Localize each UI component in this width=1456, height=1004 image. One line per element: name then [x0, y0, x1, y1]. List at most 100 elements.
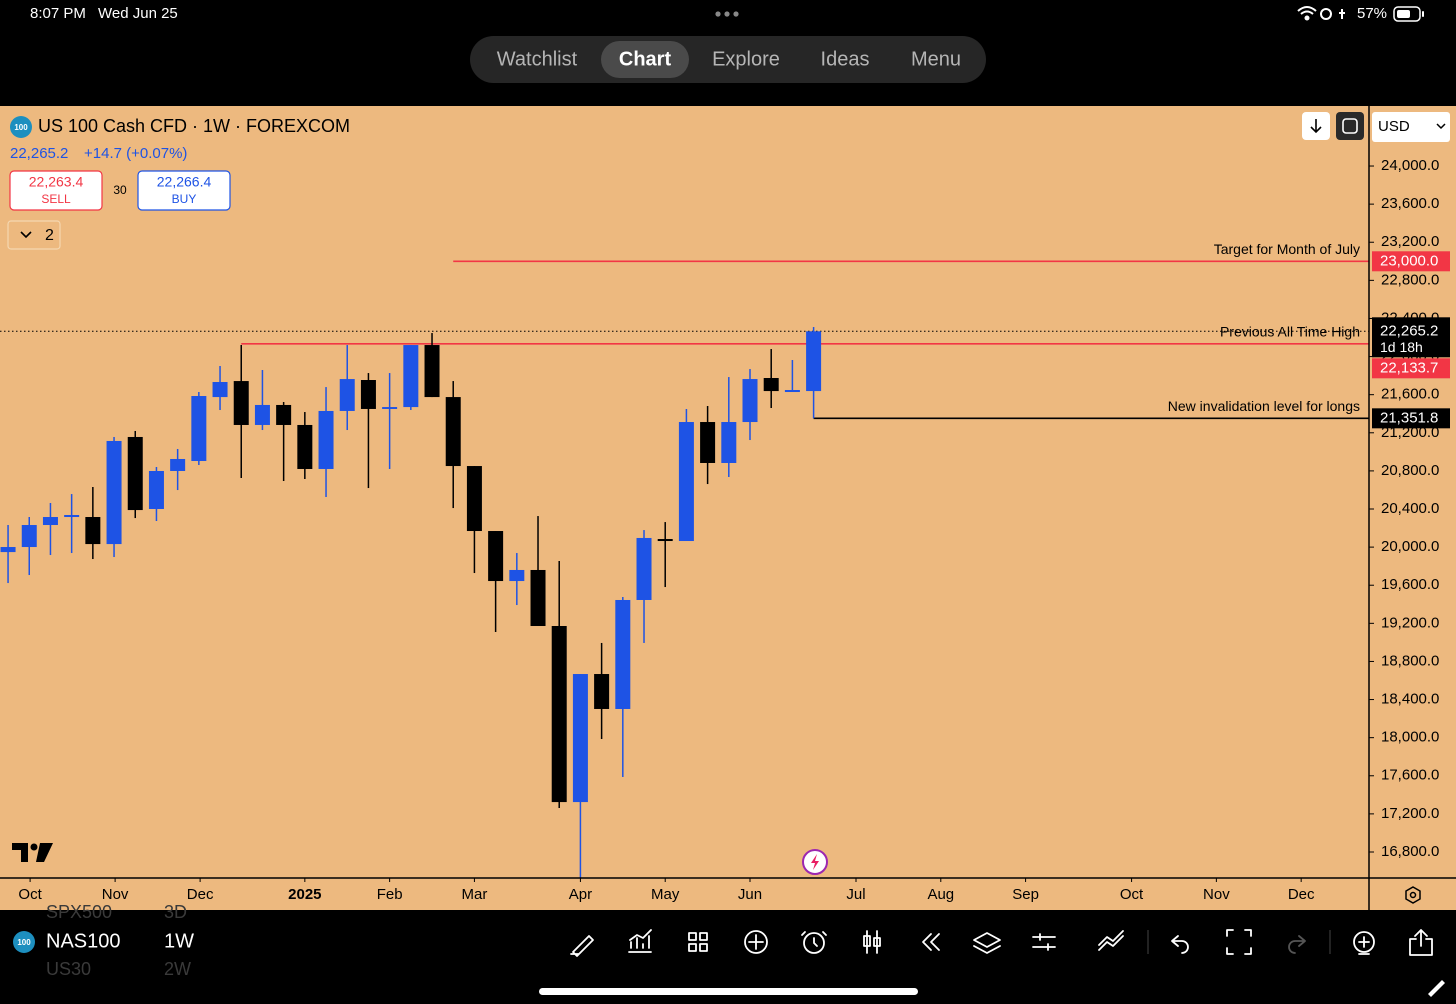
toolbar-icon[interactable]	[1226, 929, 1252, 955]
candle-body	[403, 345, 419, 408]
toolbar-icon[interactable]	[922, 933, 940, 951]
status-date: Wed Jun 25	[98, 5, 178, 22]
toolbar-row-interval: 2W	[164, 959, 191, 979]
candle-body	[784, 390, 800, 393]
candle-body	[297, 424, 313, 469]
candle-body	[615, 599, 631, 709]
button-bg[interactable]	[1336, 112, 1364, 140]
lightning-icon[interactable]	[802, 849, 828, 875]
toolbar-row-symbol: US30	[46, 959, 91, 979]
status-icons	[1297, 6, 1345, 21]
buy-price[interactable]: 22,266.4	[157, 174, 212, 190]
nav-tab[interactable]: Chart	[619, 48, 672, 70]
toolbar-icon[interactable]	[973, 932, 1001, 954]
x-tick-label: Nov	[1203, 886, 1230, 903]
toolbar-icon[interactable]	[1098, 930, 1124, 951]
y-tick-label: 23,200.0	[1381, 233, 1439, 250]
toolbar-interval[interactable]: 1W	[164, 930, 194, 952]
sell-label[interactable]: SELL	[41, 192, 71, 206]
nav-bar	[470, 36, 986, 83]
x-tick-label: Oct	[18, 886, 42, 903]
sell-price[interactable]: 22,263.4	[29, 174, 84, 190]
home-indicator	[539, 988, 918, 995]
toolbar-row-interval: 3D	[164, 902, 187, 922]
x-tick-label: Feb	[377, 886, 403, 903]
indicators-box[interactable]	[7, 220, 61, 250]
nav-tab[interactable]: Explore	[712, 48, 780, 70]
level-annotation: New invalidation level for longs	[1168, 398, 1360, 414]
y-tick-label: 22,800.0	[1381, 271, 1439, 288]
candle-body	[339, 379, 355, 411]
fullscreen-button[interactable]	[1336, 112, 1364, 140]
candle-body	[254, 404, 270, 425]
y-tick-label: 20,400.0	[1381, 500, 1439, 517]
status-time: 8:07 PM	[30, 5, 86, 22]
tradingview-logo	[12, 843, 53, 862]
toolbar-symbol[interactable]: NAS100	[46, 930, 121, 952]
frame-icon	[1342, 118, 1358, 134]
spread: 30	[113, 183, 127, 197]
sell-button[interactable]: 22,263.4 SELL	[9, 170, 103, 211]
currency-select[interactable]: USD	[1372, 112, 1450, 142]
buy-button[interactable]: 22,266.4 BUY	[137, 170, 231, 211]
toolbar-icon[interactable]	[1409, 929, 1433, 956]
nav-tab-active[interactable]	[601, 41, 689, 78]
y-tick-label: 19,600.0	[1381, 576, 1439, 593]
pen-icon[interactable]	[1428, 980, 1445, 997]
level-annotation: Target for Month of July	[1214, 241, 1360, 257]
toolbar-icon[interactable]	[570, 935, 594, 957]
scroll-latest-button[interactable]	[1302, 112, 1330, 140]
currency[interactable]: USD	[1378, 118, 1410, 135]
buy-label[interactable]: BUY	[172, 192, 197, 206]
toolbar-row-symbol: SPX500	[46, 902, 112, 922]
candle-body	[42, 517, 58, 526]
candle-body	[763, 378, 779, 392]
y-tick-label: 17,200.0	[1381, 805, 1439, 822]
symbol-badge-text: 100	[14, 123, 28, 132]
nav-tab[interactable]: Menu	[911, 48, 961, 70]
candle-body	[21, 525, 37, 548]
toolbar-icon[interactable]	[1353, 931, 1375, 955]
x-tick-label: Nov	[102, 886, 129, 903]
candle-body	[127, 436, 143, 511]
toolbar-icon[interactable]	[801, 931, 827, 954]
last-price-label: 22,265.2	[1380, 322, 1438, 339]
nav-tab[interactable]: Watchlist	[497, 48, 578, 70]
y-tick-label: 20,800.0	[1381, 462, 1439, 479]
select-box[interactable]	[1372, 112, 1450, 142]
candle-body	[382, 407, 398, 409]
nav-tab[interactable]: Ideas	[821, 48, 870, 70]
chart-background	[0, 106, 1456, 910]
candle-body	[678, 422, 694, 542]
toolbar-icon[interactable]	[1032, 933, 1056, 951]
candle-body	[212, 382, 228, 398]
y-tick-label: 24,000.0	[1381, 157, 1439, 174]
candle-body	[721, 422, 737, 463]
candle-body	[466, 466, 482, 532]
chevron	[1436, 123, 1446, 130]
x-tick-label: 2025	[288, 886, 321, 903]
y-tick-label: 17,600.0	[1381, 767, 1439, 784]
x-tick-label: Apr	[569, 886, 592, 903]
toolbar-icon[interactable]	[1288, 935, 1306, 954]
candle-body	[148, 470, 164, 510]
buy-box[interactable]	[137, 170, 231, 211]
level-price-label: 21,351.8	[1380, 409, 1438, 426]
settings-icon[interactable]	[1405, 886, 1421, 904]
toolbar-icon[interactable]	[1171, 935, 1189, 954]
sell-box[interactable]	[9, 170, 103, 211]
symbol-change: +14.7 (+0.07%)	[84, 145, 187, 162]
countdown: 1d 18h	[1380, 339, 1423, 355]
toolbar-icon[interactable]	[628, 929, 652, 953]
toolbar-icon[interactable]	[863, 930, 881, 954]
level-annotation: Previous All Time High	[1220, 324, 1360, 340]
indicators-toggle[interactable]: 2	[7, 220, 61, 250]
toolbar-icon[interactable]	[688, 932, 708, 952]
candle-body	[445, 397, 461, 467]
toolbar-icon[interactable]	[744, 930, 768, 954]
candle-body	[191, 396, 207, 461]
y-tick-label: 19,200.0	[1381, 614, 1439, 631]
indicators-count[interactable]: 2	[45, 227, 54, 244]
